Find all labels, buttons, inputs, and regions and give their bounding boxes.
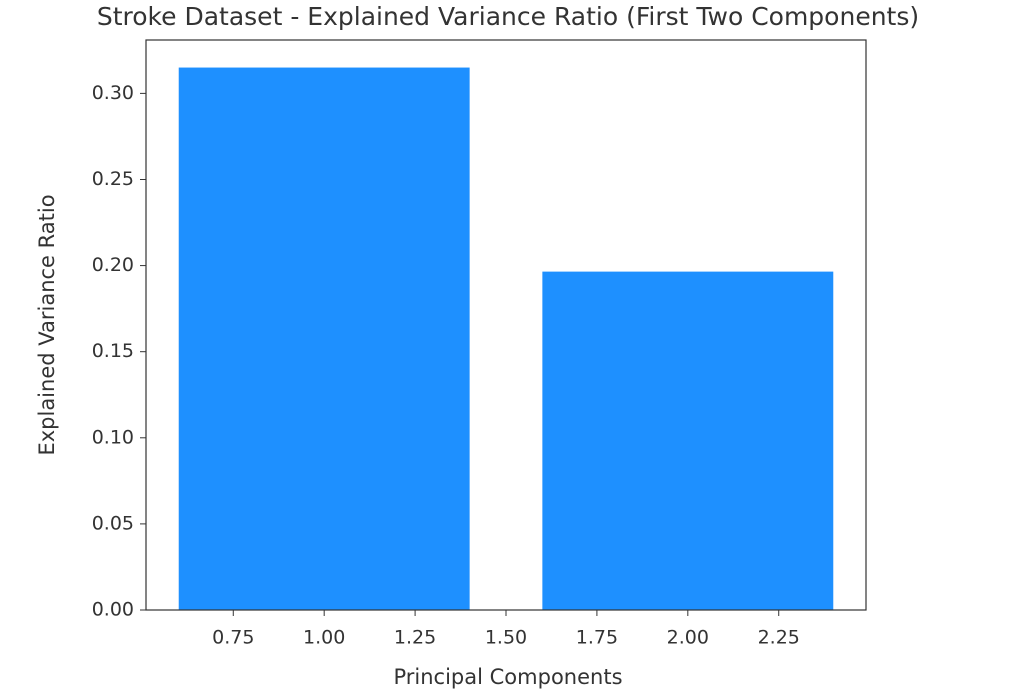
x-tick-label: 1.00 bbox=[303, 627, 345, 649]
x-tick-label: 0.75 bbox=[212, 627, 254, 649]
x-tick-label: 1.75 bbox=[576, 627, 618, 649]
x-tick-label: 2.00 bbox=[667, 627, 709, 649]
y-tick-label: 0.20 bbox=[92, 254, 134, 276]
y-tick-label: 0.10 bbox=[92, 426, 134, 448]
bar bbox=[178, 67, 470, 611]
chart-title: Stroke Dataset - Explained Variance Rati… bbox=[97, 2, 919, 31]
x-tick-label: 1.50 bbox=[485, 627, 527, 649]
y-tick-label: 0.15 bbox=[92, 340, 134, 362]
bar bbox=[542, 271, 834, 610]
y-axis-label: Explained Variance Ratio bbox=[35, 194, 59, 455]
y-tick-label: 0.05 bbox=[92, 512, 134, 534]
x-tick-label: 1.25 bbox=[394, 627, 436, 649]
y-tick-label: 0.25 bbox=[92, 168, 134, 190]
x-axis-label: Principal Components bbox=[393, 665, 622, 689]
x-tick-label: 2.25 bbox=[758, 627, 800, 649]
y-tick-label: 0.30 bbox=[92, 82, 134, 104]
y-tick-label: 0.00 bbox=[92, 599, 134, 621]
plot-frame bbox=[145, 39, 867, 611]
